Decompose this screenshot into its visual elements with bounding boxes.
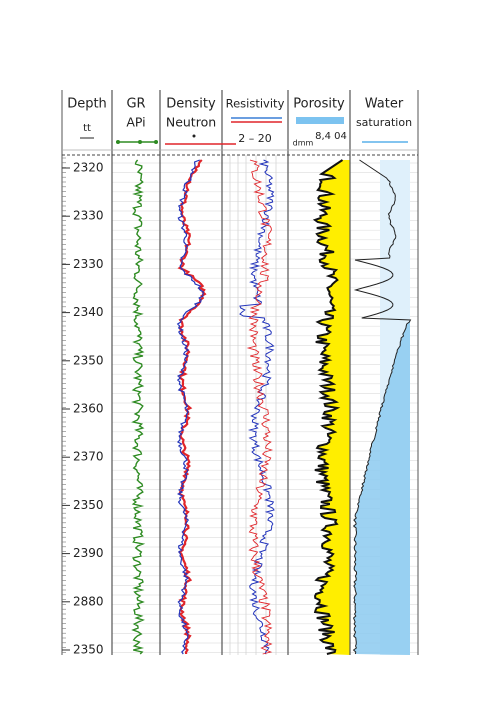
- porosity-curve: [312, 159, 344, 655]
- depth-label: 2390: [73, 546, 104, 560]
- column-subtitle: APi: [126, 115, 145, 130]
- depth-label: 2320: [73, 161, 104, 175]
- depth-label: 2330: [73, 257, 104, 271]
- depth-label: 2350: [73, 353, 104, 367]
- column-subtitle: saturation: [356, 116, 412, 129]
- gr-legend-dot: [138, 140, 142, 144]
- column-title: Water: [365, 97, 404, 112]
- column-title: GR: [126, 97, 145, 112]
- density-legend-dot: [192, 134, 196, 138]
- neutron-curve: [177, 159, 207, 655]
- gr-curve: [131, 159, 146, 655]
- resistivity-shallow: [246, 159, 274, 655]
- column-title: Depth: [67, 97, 107, 112]
- column-unit: dmm: [293, 139, 314, 148]
- density-curve: [176, 159, 205, 655]
- gr-legend-dot: [154, 140, 158, 144]
- column-scale: 8,4 04: [315, 131, 347, 142]
- water-curve: [352, 159, 412, 655]
- depth-label: 2330: [73, 209, 104, 223]
- column-title: Density: [166, 97, 216, 112]
- depth-label: 2370: [73, 450, 104, 464]
- gr-legend-dot: [116, 140, 120, 144]
- resistivity-deep: [239, 159, 275, 655]
- depth-label: 2340: [73, 305, 104, 319]
- column-scale: 2 – 20: [238, 132, 272, 145]
- column-title: Porosity: [293, 97, 345, 112]
- column-subtitle: tt: [83, 123, 91, 134]
- water-fill: [353, 320, 411, 655]
- depth-label: 2360: [73, 402, 104, 416]
- column-subtitle: Neutron: [166, 115, 216, 130]
- depth-label: 2350: [73, 643, 104, 657]
- porosity-fill: [314, 160, 350, 655]
- porosity-legend: [296, 117, 344, 124]
- depth-label: 2350: [73, 498, 104, 512]
- depth-label: 2880: [73, 594, 104, 608]
- column-title: Resistivity: [226, 97, 285, 111]
